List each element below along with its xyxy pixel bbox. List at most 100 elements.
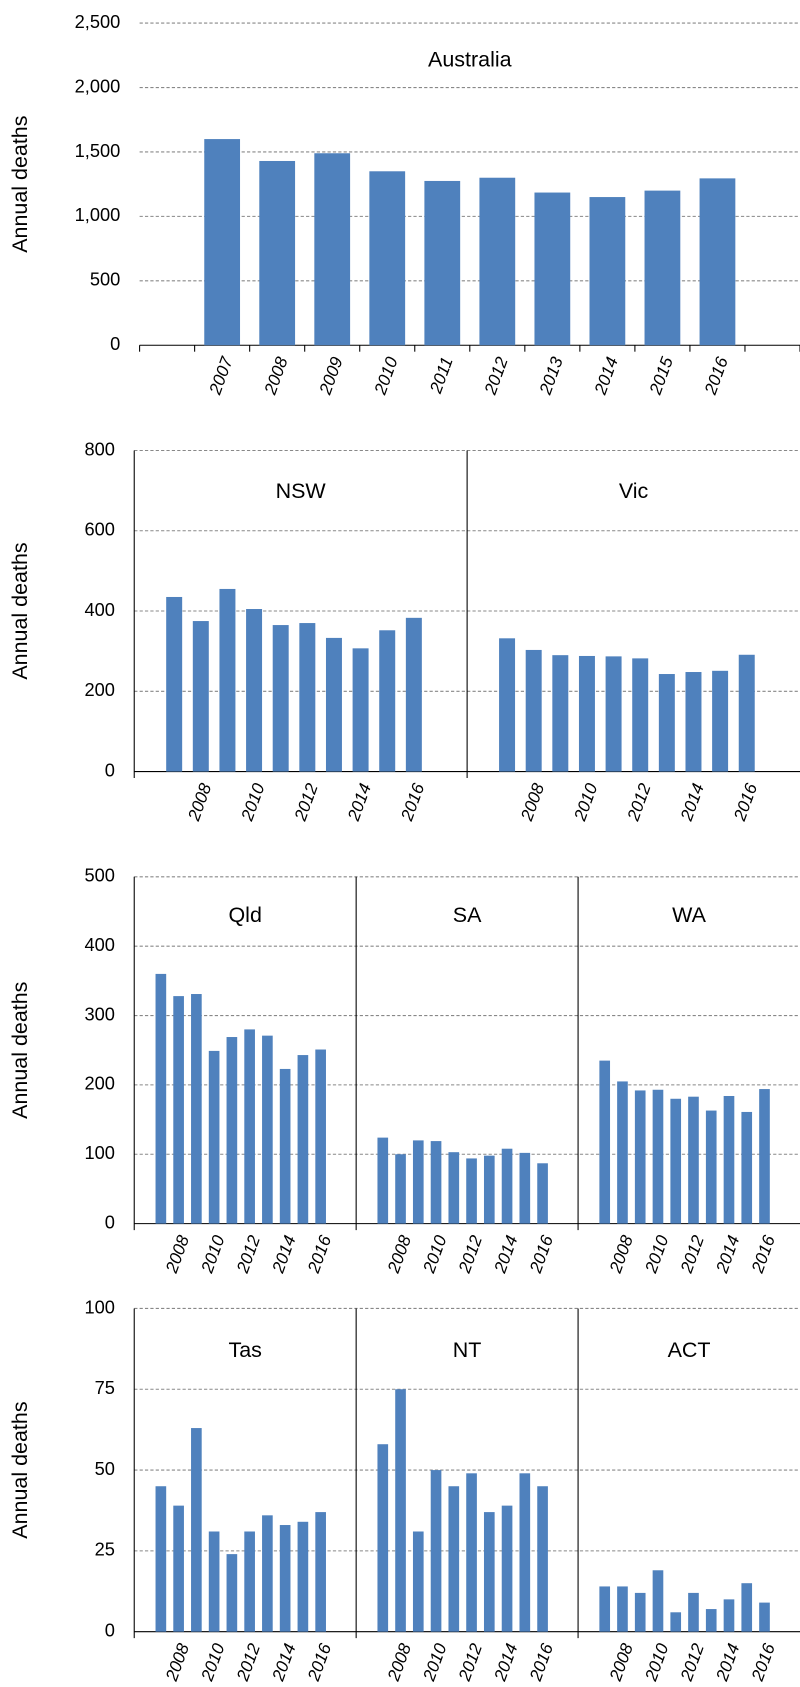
x-tick-label: 2007 <box>204 353 237 398</box>
bar <box>599 1060 611 1224</box>
bar <box>617 1081 628 1224</box>
bar <box>634 1090 646 1224</box>
bar <box>412 1140 424 1224</box>
bar <box>166 596 183 772</box>
bar <box>259 160 296 346</box>
bar <box>483 1512 495 1632</box>
bar <box>191 1428 202 1632</box>
y-tick-label: 200 <box>84 1073 114 1094</box>
x-tick-label: 2012 <box>454 1232 486 1276</box>
bar <box>741 1111 753 1224</box>
bar <box>299 623 316 772</box>
bar <box>617 1586 628 1632</box>
x-tick-label: 2008 <box>383 1640 415 1684</box>
y-tick-label: 50 <box>95 1458 115 1479</box>
x-tick-label: 2012 <box>232 1232 264 1276</box>
bar <box>297 1055 309 1224</box>
bar <box>741 1583 753 1632</box>
x-tick-label: 2008 <box>605 1640 637 1684</box>
x-tick-label: 2012 <box>454 1640 486 1684</box>
x-tick-label: 2014 <box>489 1641 521 1685</box>
bar <box>173 1505 184 1632</box>
bar <box>670 1098 682 1224</box>
x-tick-label: 2012 <box>676 1232 708 1276</box>
bar <box>314 153 351 346</box>
x-tick-label: 2012 <box>232 1640 264 1684</box>
y-tick-label: 300 <box>84 1003 114 1024</box>
x-tick-label: 2013 <box>535 354 567 398</box>
bar <box>430 1470 442 1632</box>
bar <box>192 621 209 772</box>
bar <box>537 1486 548 1632</box>
bar <box>483 1155 495 1224</box>
panel-title: Tas <box>228 1338 261 1362</box>
bar <box>279 1525 291 1632</box>
bar <box>534 192 571 346</box>
bar <box>262 1515 273 1632</box>
y-tick-label: 2,500 <box>75 11 121 32</box>
y-tick-label: 500 <box>84 865 114 886</box>
x-tick-label: 2014 <box>711 1641 743 1685</box>
bar <box>688 1592 699 1632</box>
x-tick-label: 2012 <box>290 780 322 824</box>
bar <box>272 625 289 772</box>
bar <box>705 1110 717 1224</box>
bar <box>377 1137 389 1224</box>
y-tick-label: 0 <box>110 333 120 354</box>
bar <box>173 996 184 1224</box>
bar <box>448 1152 460 1224</box>
y-tick-label: 400 <box>84 599 114 620</box>
y-tick-label: 500 <box>90 269 120 290</box>
x-tick-label: 2016 <box>525 1640 557 1684</box>
bar <box>315 1049 326 1224</box>
y-axis-label: Annual deaths <box>8 542 32 679</box>
bar <box>499 638 516 772</box>
bar <box>699 178 736 346</box>
x-tick-label: 2008 <box>161 1640 193 1684</box>
bar <box>204 139 241 346</box>
x-tick-label: 2008 <box>183 780 215 824</box>
bar <box>723 1599 735 1632</box>
y-axis-label: Annual deaths <box>8 116 32 253</box>
y-tick-label: 1,500 <box>75 140 121 161</box>
bar <box>644 190 681 346</box>
x-tick-label: 2014 <box>489 1233 521 1277</box>
bar <box>466 1473 477 1632</box>
y-tick-label: 100 <box>84 1142 114 1163</box>
bar <box>448 1486 460 1632</box>
y-tick-label: 2,000 <box>75 75 121 96</box>
bar <box>219 588 236 772</box>
bar <box>297 1521 309 1632</box>
bar <box>246 609 263 772</box>
y-tick-label: 400 <box>84 934 114 955</box>
bar <box>430 1141 442 1224</box>
bar <box>369 171 406 346</box>
bar <box>377 1444 389 1632</box>
bar <box>605 656 622 772</box>
bar <box>519 1152 531 1224</box>
x-tick-label: 2010 <box>236 780 268 824</box>
bar <box>424 180 461 346</box>
bar <box>501 1148 513 1224</box>
x-tick-label: 2014 <box>711 1233 743 1277</box>
x-tick-label: 2008 <box>383 1232 415 1276</box>
x-tick-label: 2008 <box>516 780 548 824</box>
bar <box>244 1531 255 1632</box>
y-tick-label: 0 <box>105 1211 115 1232</box>
bar <box>244 1029 255 1224</box>
bar <box>634 1592 646 1632</box>
x-tick-label: 2016 <box>303 1232 335 1276</box>
bar <box>208 1531 220 1632</box>
bar <box>705 1609 717 1632</box>
panel-title: NSW <box>276 479 327 503</box>
bar <box>688 1096 699 1224</box>
x-tick-label: 2016 <box>303 1640 335 1684</box>
x-tick-label: 2012 <box>622 780 654 824</box>
y-tick-label: 800 <box>84 438 114 459</box>
y-tick-label: 75 <box>95 1377 115 1398</box>
y-tick-label: 100 <box>84 1296 114 1317</box>
bar <box>466 1158 477 1224</box>
x-tick-label: 2010 <box>196 1232 228 1276</box>
